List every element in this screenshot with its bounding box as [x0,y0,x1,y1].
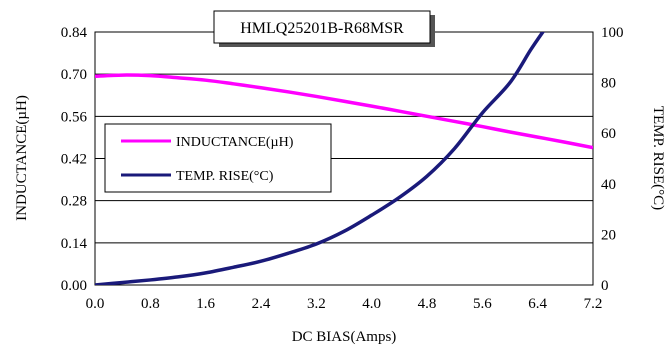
chart-title: HMLQ25201B-R68MSR [240,20,404,37]
x-tick-label: 4.8 [418,296,437,312]
y-tick-label: 0.42 [61,152,87,168]
legend-frame [104,123,332,193]
x-tick-label: 0.8 [141,296,160,312]
y-tick-label: 0.70 [61,67,87,83]
series-line-inductance [95,73,593,150]
y-tick-label: 0.14 [61,236,88,252]
y-tick-label: 0.28 [61,194,87,210]
y-tick-label: 0.56 [61,109,88,125]
y2-tick-label: 80 [601,76,616,92]
y2-tick-label: 60 [601,126,616,142]
x-tick-label: 0.0 [86,296,105,312]
y-axis-label: INDUCTANCE(µH) [14,95,30,221]
y2-axis-ticks: 0 20 40 60 80 100 [601,25,624,294]
x-axis-ticks: 0.0 0.8 1.6 2.4 3.2 4.0 4.8 5.6 6.4 7.2 [86,296,603,312]
legend-label-inductance: INDUCTANCE(µH) [176,135,294,150]
y2-tick-label: 100 [601,25,624,41]
x-tick-label: 5.6 [473,296,492,312]
x-tick-label: 1.6 [196,296,215,312]
x-tick-label: 2.4 [252,296,271,312]
x-axis-label: DC BIAS(Amps) [292,329,397,345]
x-tick-label: 6.4 [528,296,547,312]
y2-tick-label: 0 [601,278,609,294]
x-tick-label: 3.2 [307,296,326,312]
series-layer [95,32,593,285]
chart-title-box: HMLQ25201B-R68MSR [213,10,435,47]
x-tick-label: 7.2 [584,296,603,312]
series-line-temp-rise [95,32,545,285]
y-axis-ticks: 0.00 0.14 0.28 0.42 0.56 0.70 0.84 [61,25,88,294]
y2-tick-label: 40 [601,177,616,193]
legend: INDUCTANCE(µH) TEMP. RISE(°C) [104,123,332,193]
title-frame [213,10,431,44]
legend-label-temp-rise: TEMP. RISE(°C) [176,169,274,184]
y2-tick-label: 20 [601,227,616,243]
x-tick-label: 4.0 [362,296,381,312]
y2-axis-label: TEMP. RISE(°C) [650,106,666,210]
y-tick-label: 0.00 [61,278,87,294]
y-tick-label: 0.84 [61,25,88,41]
